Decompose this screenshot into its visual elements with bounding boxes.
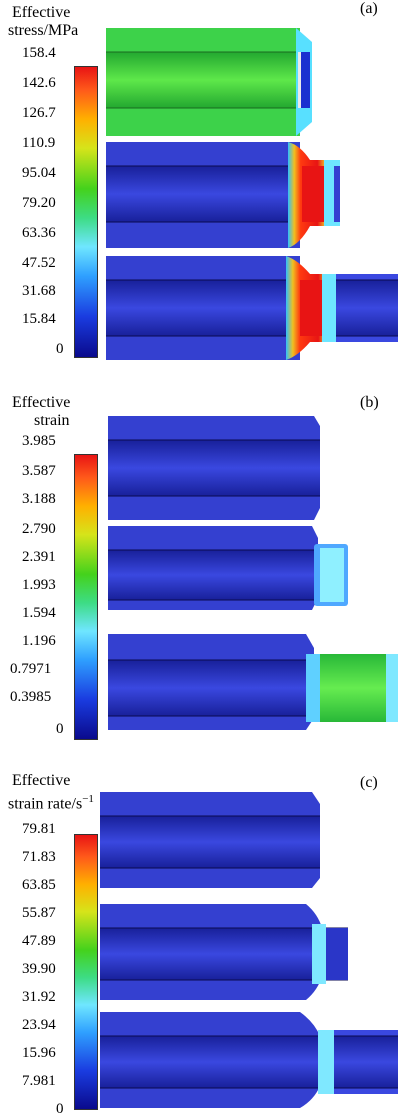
panel-a-title-line1: Effective: [12, 4, 71, 21]
strain-tick: 3.188: [22, 491, 56, 507]
strain-tick: 2.391: [22, 549, 56, 565]
strain-rate-stage-3: [100, 1012, 398, 1108]
stress-tick: 79.20: [22, 195, 56, 211]
strain-rate-tick: 39.90: [22, 961, 56, 977]
strain-rate-stage-2: [100, 904, 348, 1000]
strain-tick: 1.594: [22, 605, 56, 621]
strain-stage-3: [108, 634, 398, 730]
stress-stage-3: [106, 256, 398, 360]
stress-tick: 15.84: [22, 311, 56, 327]
panel-c-title-line1: Effective: [12, 772, 71, 789]
stress-tick: 95.04: [22, 165, 56, 181]
strain-rate-tick: 63.85: [22, 877, 56, 893]
stress-tick: 126.7: [22, 105, 56, 121]
panel-a-title-line2: stress/MPa: [8, 22, 79, 39]
strain-rate-tick: 7.981: [22, 1073, 56, 1089]
strain-tick: 3.587: [22, 463, 56, 479]
strain-tick: 1.196: [22, 633, 56, 649]
panel-c-title-superscript: −1: [82, 793, 94, 805]
panel-b-label: (b): [360, 394, 379, 411]
strain-rate-tick: 15.96: [22, 1045, 56, 1061]
strain-stage-1: [108, 416, 320, 520]
strain-simulation-stages: [108, 416, 398, 730]
panel-a-title: Effective stress/MPa: [8, 4, 78, 40]
strain-tick: 0.3985: [10, 689, 52, 705]
panel-effective-strain: Effective strain (b) 3.985 3.587 3.188 2…: [0, 372, 400, 744]
strain-colorbar: [74, 454, 98, 740]
strain-rate-tick: 71.83: [22, 849, 56, 865]
strain-rate-tick: 79.81: [22, 821, 56, 837]
strain-rate-tick: 55.87: [22, 905, 56, 921]
strain-rate-simulation-stages: [100, 792, 398, 1108]
panel-effective-strain-rate: Effective strain rate/s−1 (c) 79.81 71.8…: [0, 744, 400, 1117]
strain-stage-2: [108, 526, 348, 610]
stress-tick: 63.36: [22, 225, 56, 241]
panel-effective-stress: Effective stress/MPa (a) 158.4 142.6 126…: [0, 0, 400, 372]
strain-rate-tick: 31.92: [22, 989, 56, 1005]
panel-b-title-line1: Effective: [12, 394, 71, 411]
stress-simulation-stages: [106, 28, 398, 360]
strain-rate-colorbar: [74, 834, 98, 1110]
panel-c-title-line2: strain rate/s−1: [8, 790, 94, 813]
strain-rate-stage-1: [100, 792, 320, 888]
panel-c-label: (c): [360, 774, 378, 791]
strain-tick: 0: [56, 721, 64, 737]
stress-tick: 47.52: [22, 255, 56, 271]
strain-tick: 3.985: [22, 433, 56, 449]
panel-c-title-unit: strain rate/s: [8, 795, 83, 813]
stress-tick: 158.4: [22, 45, 56, 61]
strain-rate-tick: 0: [56, 1101, 64, 1117]
panel-b-title: Effective strain: [8, 394, 70, 430]
strain-tick: 0.7971: [10, 661, 52, 677]
panel-a-label: (a): [360, 0, 378, 17]
stress-tick: 31.68: [22, 283, 56, 299]
stress-tick: 110.9: [22, 135, 56, 151]
stress-tick: 142.6: [22, 75, 56, 91]
strain-tick: 1.993: [22, 577, 56, 593]
stress-colorbar: [74, 66, 98, 358]
stress-stage-1: [106, 28, 312, 136]
strain-rate-tick: 47.89: [22, 933, 56, 949]
stress-tick: 0: [56, 341, 64, 357]
panel-c-title: Effective strain rate/s−1: [8, 772, 94, 813]
panel-b-title-line2: strain: [34, 412, 70, 429]
strain-rate-tick: 23.94: [22, 1017, 56, 1033]
strain-tick: 2.790: [22, 521, 56, 537]
stress-stage-2: [106, 142, 340, 248]
